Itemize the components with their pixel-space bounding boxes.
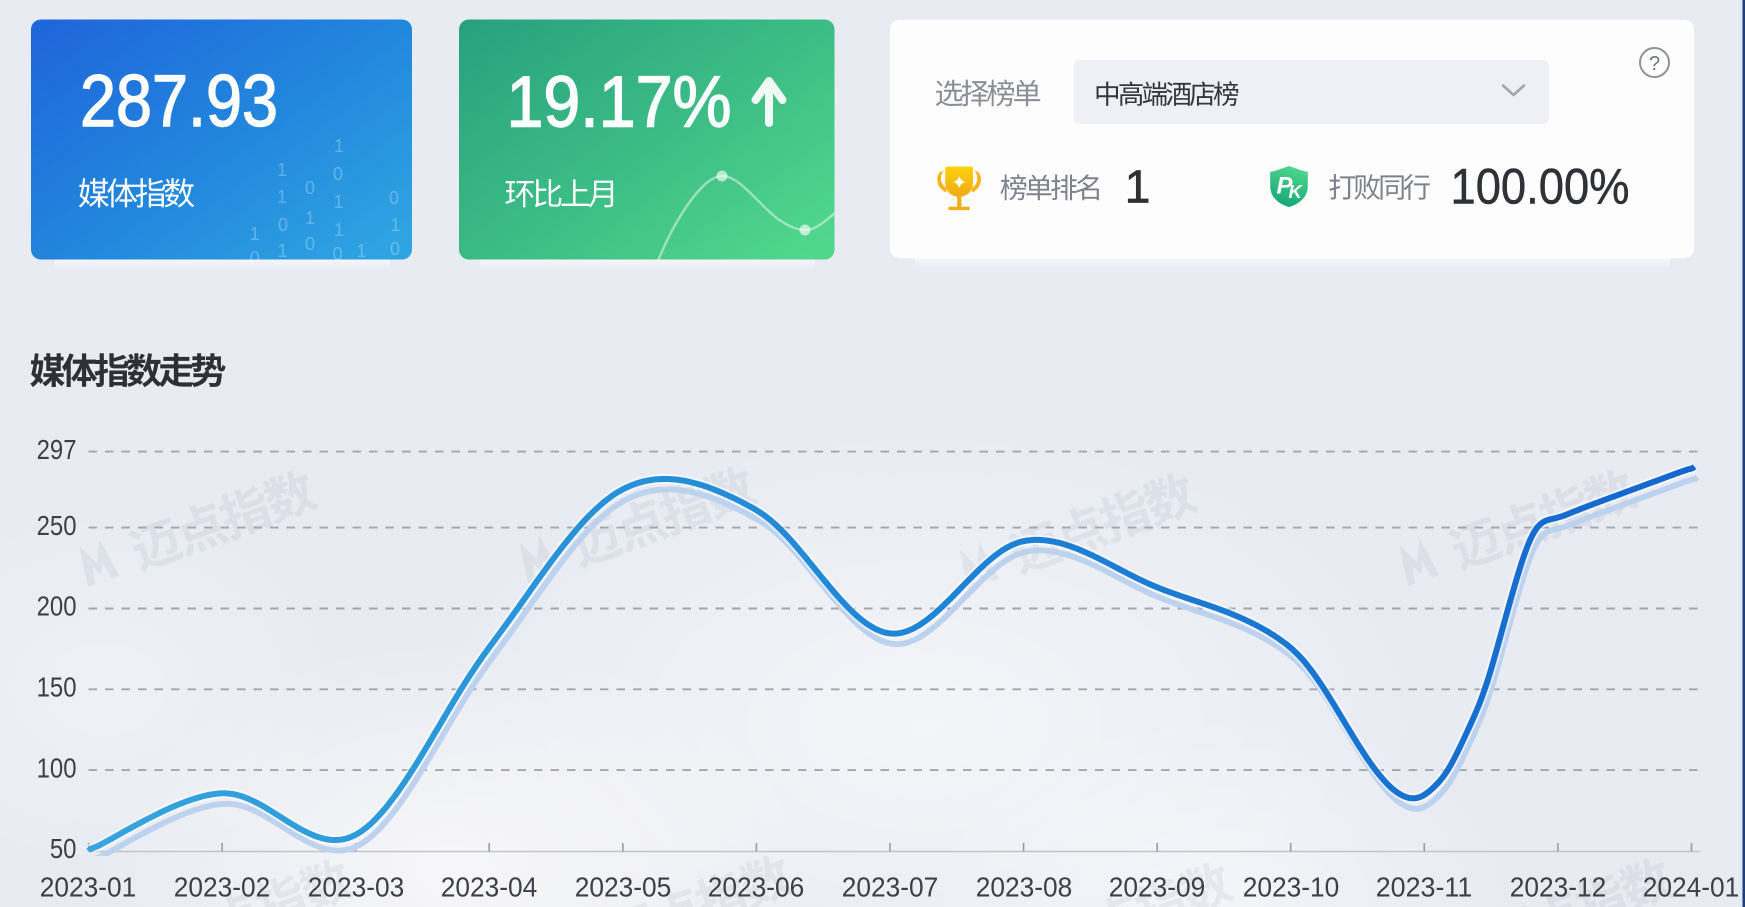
svg-text:?: ? [1649, 53, 1660, 75]
svg-text:50: 50 [50, 833, 77, 864]
svg-text:1: 1 [277, 160, 287, 180]
svg-text:297: 297 [37, 434, 77, 465]
svg-text:250: 250 [37, 510, 77, 541]
svg-text:1: 1 [305, 208, 315, 228]
svg-text:2023-12: 2023-12 [1510, 872, 1607, 903]
svg-text:2023-04: 2023-04 [441, 872, 538, 903]
svg-text:1: 1 [277, 187, 287, 207]
svg-text:1: 1 [334, 220, 344, 240]
svg-text:150: 150 [37, 672, 77, 703]
svg-text:2024-01: 2024-01 [1643, 872, 1740, 903]
svg-text:2023-03: 2023-03 [308, 872, 405, 903]
svg-text:P: P [1277, 173, 1294, 200]
svg-text:0: 0 [305, 234, 315, 254]
svg-text:1: 1 [277, 241, 287, 261]
svg-text:1: 1 [333, 192, 343, 212]
svg-text:0: 0 [278, 215, 288, 235]
svg-text:100.00%: 100.00% [1451, 159, 1630, 215]
svg-text:1: 1 [334, 136, 344, 156]
svg-text:200: 200 [37, 591, 77, 622]
svg-text:0: 0 [333, 244, 343, 264]
svg-text:0: 0 [305, 178, 315, 198]
svg-text:100: 100 [37, 752, 77, 783]
svg-text:1: 1 [356, 241, 366, 261]
svg-text:1: 1 [390, 215, 400, 235]
svg-text:2023-05: 2023-05 [575, 872, 672, 903]
svg-text:2023-07: 2023-07 [842, 872, 939, 903]
svg-text:2023-11: 2023-11 [1376, 872, 1473, 903]
svg-text:0: 0 [333, 164, 343, 184]
svg-text:0: 0 [390, 239, 400, 259]
svg-text:287.93: 287.93 [80, 61, 278, 142]
svg-text:2023-08: 2023-08 [976, 872, 1073, 903]
svg-text:2023-10: 2023-10 [1243, 872, 1340, 903]
svg-text:K: K [1289, 181, 1304, 202]
svg-text:2023-09: 2023-09 [1109, 872, 1206, 903]
svg-text:2023-02: 2023-02 [174, 872, 271, 903]
svg-text:1: 1 [250, 224, 260, 244]
svg-text:2023-01: 2023-01 [40, 872, 137, 903]
svg-text:19.17%: 19.17% [507, 63, 732, 143]
svg-text:2023-06: 2023-06 [708, 872, 805, 903]
svg-text:1: 1 [1125, 161, 1151, 213]
svg-text:0: 0 [389, 188, 399, 208]
svg-text:0: 0 [250, 248, 260, 268]
